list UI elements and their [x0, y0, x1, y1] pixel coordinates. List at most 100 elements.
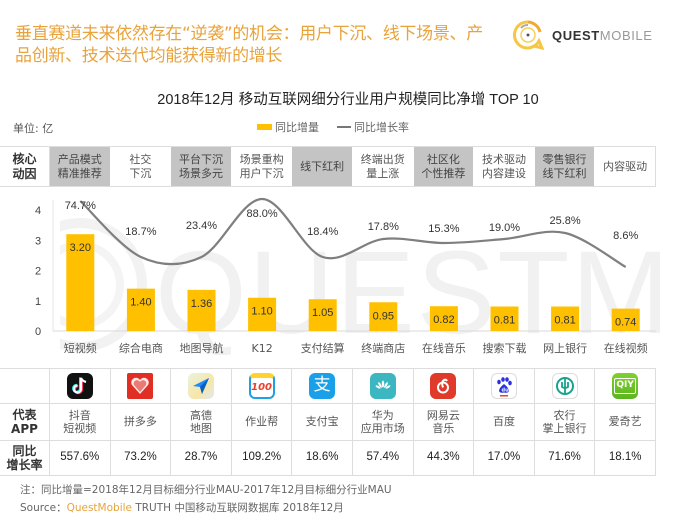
x-category-label: 搜索下载: [483, 341, 527, 355]
app-growth-rate: 557.6%: [50, 441, 111, 475]
app-name: 高德 地图: [171, 404, 232, 440]
bar-5: [369, 302, 398, 331]
svg-text:du: du: [501, 388, 509, 394]
growth-rate-label: 8.6%: [613, 230, 638, 242]
growth-rate-label: 23.4%: [186, 220, 217, 232]
y-tick-label: 1: [35, 296, 41, 308]
x-category-label: 在线视频: [604, 341, 648, 355]
legend-bar-swatch: [257, 124, 272, 130]
app-name: 作业帮: [232, 404, 293, 440]
questmobile-logo: QUESTMOBILE: [512, 17, 653, 53]
growth-rate-label: 88.0%: [246, 208, 277, 220]
app-icon-cell: [414, 369, 475, 403]
app-icon-cell: [111, 369, 172, 403]
driver-cell: 终端出货 量上涨: [353, 147, 414, 186]
chart-title: 2018年12月 移动互联网细分行业用户规模同比净增 TOP 10: [157, 92, 539, 108]
growth-rate-label: 19.0%: [489, 222, 520, 234]
growth-rate-label: 74.7%: [65, 200, 96, 212]
bar-value-label: 0.74: [615, 317, 636, 329]
huawei-appgallery-icon: [369, 373, 396, 399]
source-line: Source：QuestMobile TRUTH 中国移动互联网数据库 2018…: [20, 500, 344, 515]
app-icon-cell: [535, 369, 596, 403]
app-growth-rate: 71.6%: [535, 441, 596, 475]
bar-8: [551, 306, 580, 331]
app-icon-cell: [171, 369, 232, 403]
bar-7: [490, 306, 519, 331]
legend-bar-label: 同比增量: [275, 121, 319, 134]
abc-bank-icon: [551, 373, 578, 399]
bar-value-label: 0.82: [433, 314, 454, 326]
y-tick-label: 0: [35, 326, 41, 338]
source-prefix: Source：: [20, 502, 67, 514]
growth-rate-line: [79, 197, 627, 268]
bar-value-label: 1.40: [130, 297, 151, 309]
legend: 同比增量 同比增长率: [257, 119, 409, 135]
y-tick-label: 4: [35, 205, 41, 217]
bar-value-label: 1.10: [251, 306, 272, 318]
app-icon-cell: [353, 369, 414, 403]
app-name: 农行 掌上银行: [535, 404, 596, 440]
douyin-icon: [66, 373, 93, 399]
source-brand: QuestMobile: [66, 502, 132, 514]
app-name: 支付宝: [292, 404, 353, 440]
growth-rate-label: 18.7%: [125, 226, 156, 238]
x-category-label: 在线音乐: [422, 341, 466, 355]
x-category-label: 短视频: [64, 341, 97, 355]
driver-cell: 产品模式 精准推荐: [50, 147, 111, 186]
bar-4: [308, 299, 337, 331]
driver-cell: 社交 下沉: [111, 147, 172, 186]
bar-2: [187, 289, 216, 331]
bar-value-label: 0.95: [373, 310, 394, 322]
bar-1: [126, 288, 155, 331]
chart-plot: 0 1 2 3 4 3.20 短视频 1.40 综合电商 1.36 地图导航 1.10 K12 1.05 支…: [35, 197, 656, 355]
bar-value-label: 3.20: [70, 242, 91, 254]
bar-3: [248, 297, 277, 331]
representative-app-table: 100 支 du QIY 代表 APP 抖音 短视频 拼多多 高德 地图 作业帮 支付宝 华为 …: [0, 368, 656, 476]
iqiyi-icon: QIY: [612, 373, 639, 399]
core-driver-table: 核心 动因 产品模式 精准推荐 社交 下沉 平台下沉 场景多元 场景重构 用户下沉 线下…: [0, 146, 656, 187]
y-tick-label: 2: [35, 266, 41, 278]
app-growth-rate: 28.7%: [171, 441, 232, 475]
headline: 垂直赛道未来依然存在“逆袭”的机会：用户下沉、线下场景、产品创新、技术迭代均能获…: [15, 24, 483, 66]
app-name: 抖音 短视频: [50, 404, 111, 440]
y-tick-label: 3: [35, 235, 41, 247]
driver-cell: 社区化 个性推荐: [413, 147, 475, 186]
app-growth-rate: 73.2%: [111, 441, 172, 475]
bar-6: [429, 306, 458, 331]
growth-rate-label: 17.8%: [368, 221, 399, 233]
app-growth-rate: 18.1%: [595, 441, 656, 475]
legend-line-swatch: [337, 126, 351, 128]
source-rest: TRUTH 中国移动互联网数据库 2018年12月: [132, 502, 344, 514]
driver-cell: 技术驱动 内容建设: [474, 147, 535, 186]
alipay-icon: 支: [309, 373, 336, 399]
app-icon-cell: 支: [292, 369, 353, 403]
x-category-label: 地图导航: [180, 341, 224, 355]
driver-cell: 线下红利: [292, 147, 353, 186]
app-icon-cell: du: [474, 369, 535, 403]
growth-rate-label: 18.4%: [307, 226, 338, 238]
footnote: 注：同比增量=2018年12月目标细分行业MAU-2017年12月目标细分行业M…: [20, 484, 392, 496]
icon-row-header: [0, 369, 50, 403]
app-growth-rate: 57.4%: [353, 441, 414, 475]
bar-value-label: 1.36: [191, 298, 212, 310]
growth-rate-label: 25.8%: [549, 215, 580, 227]
legend-line-label: 同比增长率: [354, 121, 409, 134]
growth-rate-label: 15.3%: [428, 223, 459, 235]
pinduoduo-icon: [127, 373, 154, 399]
driver-cell: 内容驱动: [595, 147, 656, 186]
driver-header: 核心 动因: [0, 147, 50, 186]
app-icon-row: 100 支 du QIY: [0, 369, 656, 404]
amap-icon: [187, 373, 214, 399]
app-name: 华为 应用市场: [353, 404, 414, 440]
app-icon-cell: [50, 369, 111, 403]
bar-value-label: 0.81: [554, 314, 575, 326]
x-category-label: 综合电商: [119, 341, 163, 355]
app-name: 网易云 音乐: [414, 404, 475, 440]
app-name-row: 代表 APP 抖音 短视频 拼多多 高德 地图 作业帮 支付宝 华为 应用市场 网易云 音乐…: [0, 404, 656, 441]
x-category-label: 支付结算: [301, 341, 345, 355]
app-icon-cell: QIY: [595, 369, 656, 403]
logo-wordmark: QUESTMOBILE: [552, 27, 653, 43]
app-growth-rate: 109.2%: [232, 441, 293, 475]
questmobile-logo-icon: [512, 19, 545, 51]
zuoyebang-icon: 100: [248, 373, 275, 399]
